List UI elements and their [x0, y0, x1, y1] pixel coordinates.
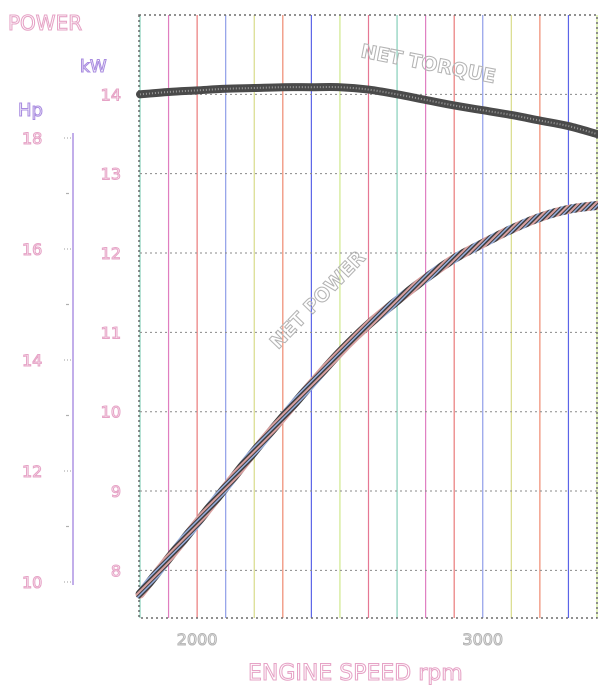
net-torque-annotation: NET TORQUE	[359, 40, 497, 88]
kw-label: kW	[80, 57, 107, 77]
vertical-gridlines	[139, 15, 598, 618]
series-layer	[135, 83, 598, 599]
hp-tick-label: 10	[22, 573, 42, 592]
kw-tick-labels: 8 9 10 11 12 13 14	[100, 85, 121, 581]
net-power-curve	[135, 200, 598, 599]
hp-tick-label: 12	[22, 462, 42, 481]
kw-tick-label: 9	[111, 482, 121, 501]
x-tick-label: 3000	[462, 630, 503, 649]
x-axis-label: ENGINE SPEED rpm	[248, 661, 463, 686]
hp-label: Hp	[18, 100, 43, 121]
kw-tick-label: 10	[101, 403, 121, 422]
hp-tick-label: 16	[22, 240, 42, 259]
plot-frame	[138, 14, 598, 619]
power-label: POWER	[8, 11, 82, 35]
kw-tick-label: 8	[111, 561, 121, 580]
kw-tick-label: 11	[101, 323, 121, 342]
kw-tick-label: 14	[101, 85, 121, 104]
kw-tick-label: 12	[101, 244, 121, 263]
horizontal-gridlines	[140, 93, 597, 571]
x-tick-label: 2000	[177, 630, 218, 649]
hp-tick-labels: 10 12 14 16 18	[21, 128, 73, 593]
net-torque-curve-texture	[139, 86, 598, 135]
x-tick-labels: 2000 3000	[176, 629, 503, 649]
hp-tick-label: 14	[22, 351, 42, 370]
hp-tick-label: 18	[22, 129, 42, 148]
kw-tick-label: 13	[101, 165, 121, 184]
